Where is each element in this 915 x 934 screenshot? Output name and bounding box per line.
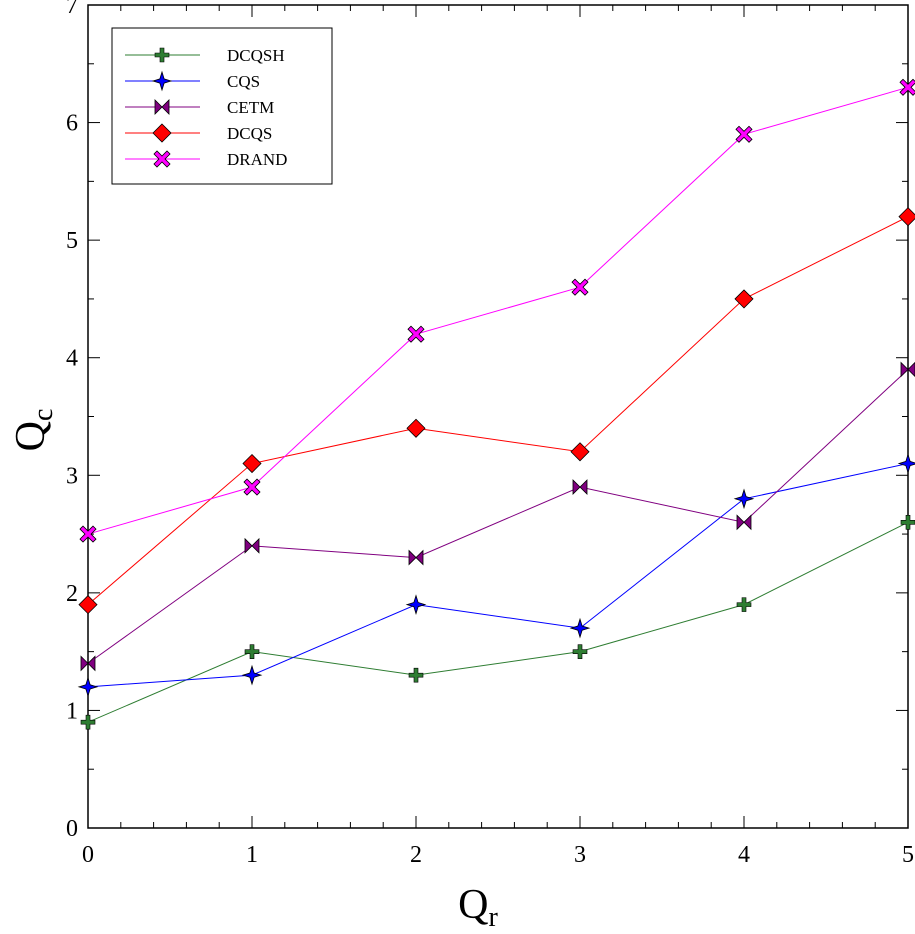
legend-entry-drand: DRAND (125, 150, 287, 169)
data-point-cetm (244, 537, 260, 554)
data-point-dcqsh (244, 644, 260, 659)
data-point-dcqsh (80, 714, 96, 730)
x-tick-label: 1 (246, 842, 258, 868)
legend-entry-dcqs: DCQS (125, 123, 272, 143)
legend-entry-cetm: CETM (125, 98, 274, 117)
y-tick-label: 4 (66, 346, 78, 372)
y-tick-label: 1 (66, 698, 78, 724)
data-point-dcqsh (900, 515, 915, 530)
tick-labels: 0 1 2 3 4 5 0 1 2 3 4 5 6 7 (66, 0, 914, 868)
series-drand (79, 78, 915, 543)
data-point-dcqs (78, 595, 98, 615)
series-line-dcqs (87, 216, 909, 605)
data-point-dcqs (734, 289, 754, 309)
data-point-cqs (241, 664, 263, 686)
legend-entry-cqs: CQS (125, 70, 260, 92)
legend-label-dcqs: DCQS (227, 124, 272, 143)
series-line-cetm (87, 369, 909, 664)
y-tick-label: 5 (66, 228, 78, 254)
legend-marker-drand (153, 150, 171, 168)
x-tick-label: 2 (410, 842, 422, 868)
x-tick-label: 5 (902, 842, 914, 868)
data-point-dcqsh (736, 597, 752, 612)
x-tick-label: 4 (738, 842, 750, 868)
x-axis-label: Qr (458, 882, 498, 933)
data-point-drand (735, 125, 753, 143)
data-point-dcqs (242, 453, 262, 474)
data-point-dcqs (898, 207, 915, 227)
data-point-drand (899, 78, 915, 96)
data-point-cetm (900, 361, 915, 378)
y-tick-label: 0 (66, 816, 78, 842)
data-point-dcqs (406, 418, 426, 438)
series-cetm (80, 361, 915, 672)
legend-marker-cetm (154, 99, 170, 115)
series-line-drand (87, 86, 909, 535)
data-point-cetm (80, 655, 96, 672)
data-point-cqs (733, 488, 755, 510)
legend-items: DCQSH CQS CETM DCQS DRAND (125, 46, 287, 169)
series-line-cqs (87, 463, 909, 688)
y-tick-label: 3 (66, 463, 78, 489)
axis-ticks (87, 4, 909, 829)
legend-entry-dcqsh: DCQSH (125, 46, 285, 65)
data-point-cetm (572, 479, 588, 496)
x-tick-label: 3 (574, 842, 586, 868)
data-point-dcqsh (408, 667, 424, 683)
legend-label-drand: DRAND (227, 150, 287, 169)
series-line-dcqsh (87, 521, 909, 723)
data-point-cqs (569, 617, 591, 639)
data-point-cqs (897, 453, 915, 474)
series-dcqsh (80, 515, 915, 730)
legend-marker-dcqsh (154, 47, 170, 63)
legend-label-cqs: CQS (227, 72, 260, 91)
data-point-cqs (405, 594, 427, 615)
data-point-cqs (77, 676, 99, 698)
legend-box (111, 27, 333, 185)
data-point-dcqs (570, 442, 590, 462)
y-tick-label: 6 (66, 111, 78, 137)
series-dcqs (78, 207, 915, 615)
data-point-drand (79, 525, 97, 543)
data-point-drand (571, 278, 589, 296)
y-axis-label: Qc (8, 409, 59, 452)
legend: DCQSH CQS CETM DCQS DRAND (111, 27, 333, 185)
data-point-drand (243, 478, 261, 496)
series-cqs (77, 453, 915, 698)
legend-label-cetm: CETM (227, 98, 274, 117)
data-point-dcqsh (572, 644, 588, 659)
x-tick-label: 0 (82, 842, 94, 868)
legend-marker-dcqs (152, 123, 172, 143)
y-tick-label: 7 (66, 0, 78, 19)
legend-label-dcqsh: DCQSH (227, 46, 285, 65)
legend-marker-cqs (151, 70, 173, 92)
series-layer (77, 78, 915, 730)
data-point-cetm (408, 549, 424, 566)
data-point-cetm (736, 514, 752, 531)
y-tick-label: 2 (66, 581, 78, 607)
data-point-drand (407, 325, 425, 343)
